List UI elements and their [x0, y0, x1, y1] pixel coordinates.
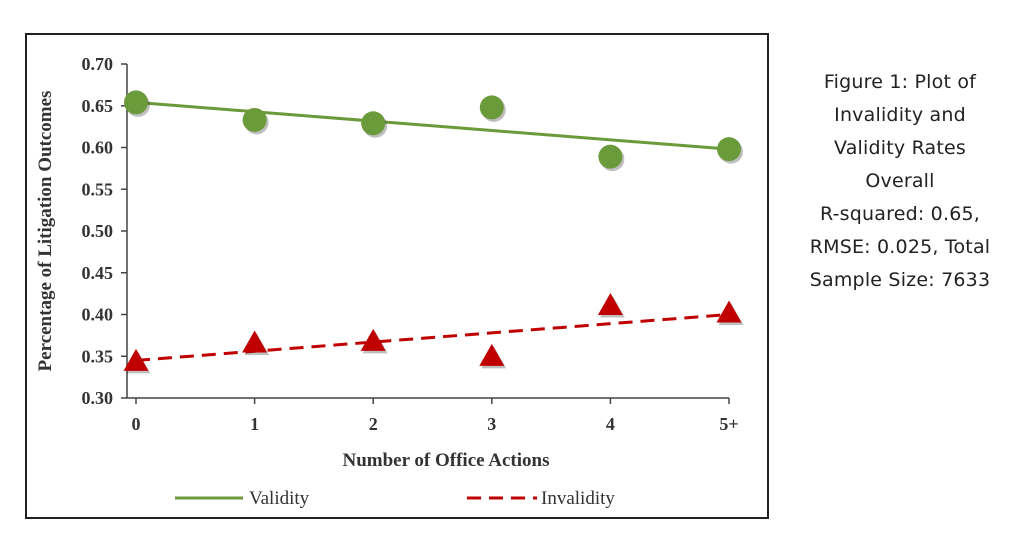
trendlines [135, 100, 730, 362]
invalidity-point [597, 292, 623, 315]
caption-line: R-squared: 0.65, [819, 203, 981, 225]
x-tick-label: 2 [369, 414, 378, 434]
axes [126, 64, 729, 399]
y-tick-label: 0.40 [82, 305, 114, 325]
y-tick-label: 0.45 [82, 263, 114, 283]
y-axis-title: Percentage of Litigation Outcomes [35, 91, 56, 372]
caption-line: Figure 1: Plot of [823, 71, 977, 93]
x-tick-label: 4 [606, 414, 615, 434]
validity-point [717, 137, 741, 162]
legend: Validity Invalidity [175, 488, 615, 509]
validity-trendline [135, 100, 730, 151]
validity-point [361, 111, 386, 136]
y-tick-label: 0.50 [82, 221, 114, 241]
invalidity-point [360, 328, 386, 351]
invalidity-point [123, 348, 149, 371]
y-tick-label: 0.35 [82, 346, 114, 366]
caption-line: RMSE: 0.025, Total [809, 236, 991, 258]
y-ticks: 0.30 0.35 0.40 0.45 0.50 0.55 0.60 0.65 0.70 [82, 54, 127, 408]
caption-line: Overall [865, 170, 935, 192]
invalidity-point [716, 300, 742, 323]
validity-point [242, 107, 267, 132]
data-markers [123, 90, 744, 374]
caption-line: Invalidity and [834, 104, 966, 126]
x-ticks: 0 1 2 3 4 5+ [132, 398, 739, 434]
invalidity-trendline [135, 313, 730, 362]
chart-frame: 0.30 0.35 0.40 0.45 0.50 0.55 0.60 0.65 0.70 0 1 2… [25, 33, 769, 519]
legend-validity-label: Validity [249, 488, 310, 509]
caption-line: Sample Size: 7633 [809, 269, 991, 291]
y-tick-label: 0.70 [82, 54, 114, 74]
chart: 0.30 0.35 0.40 0.45 0.50 0.55 0.60 0.65 0.70 0 1 2… [35, 54, 744, 509]
invalidity-point [242, 330, 268, 353]
caption-line: Validity Rates [833, 137, 967, 159]
x-axis-title: Number of Office Actions [342, 450, 549, 471]
x-tick-label: 5+ [719, 414, 738, 434]
figure-caption: Figure 1: Plot of Invalidity and Validit… [790, 66, 1010, 297]
y-tick-label: 0.30 [82, 388, 114, 408]
y-tick-label: 0.55 [82, 179, 114, 199]
validity-point [598, 144, 623, 169]
x-tick-label: 0 [132, 414, 141, 434]
invalidity-point [479, 343, 505, 366]
legend-invalidity-label: Invalidity [541, 488, 615, 509]
x-tick-label: 1 [250, 414, 259, 434]
y-tick-label: 0.60 [82, 138, 114, 158]
validity-point [124, 90, 148, 115]
y-tick-label: 0.65 [82, 96, 114, 116]
validity-point [479, 95, 504, 120]
x-tick-label: 3 [487, 414, 496, 434]
